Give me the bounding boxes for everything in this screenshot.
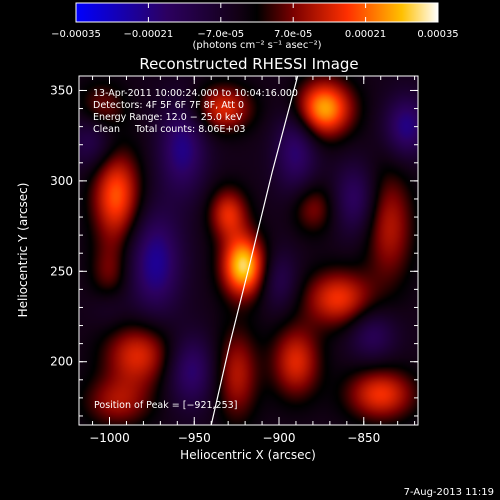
x-tick-label: −900 xyxy=(263,431,296,445)
solar-limb-curve xyxy=(210,76,299,425)
plot-frame xyxy=(78,75,419,426)
x-tick-label: −850 xyxy=(347,431,380,445)
y-tick-label: 250 xyxy=(50,264,73,278)
x-tick-label: −950 xyxy=(178,431,211,445)
peak-position-label: Position of Peak = [−921,253] xyxy=(94,400,237,411)
annotation-time: 13-Apr-2011 10:00:24.000 to 10:04:16.000 xyxy=(93,88,298,99)
annotation-energy: Energy Range: 12.0 − 25.0 keV xyxy=(93,112,243,123)
colorbar-units: (photons cm⁻² s⁻¹ asec⁻²) xyxy=(192,40,321,51)
annotation-detectors: Detectors: 4F 5F 6F 7F 8F, Att 0 xyxy=(93,100,244,111)
annotation-counts: Clean Total counts: 8.06E+03 xyxy=(93,124,245,135)
colorbar-tick-label: −7.0e-05 xyxy=(197,29,244,40)
x-axis-ticks: −1000 −950 −900 −850 xyxy=(89,76,416,445)
colorbar-tick-label: 0.00035 xyxy=(417,29,458,40)
y-tick-label: 350 xyxy=(50,83,73,97)
colorbar-tick-label: 0.00021 xyxy=(345,29,386,40)
colorbar-tick-label: −0.00035 xyxy=(51,29,101,40)
chart-title: Reconstructed RHESSI Image xyxy=(139,55,358,73)
footer-date: 7-Aug-2013 11:19 xyxy=(404,487,494,498)
colorbar-ticks: −0.00035 −0.00021 −7.0e-05 7.0e-05 0.00021 0.… xyxy=(51,3,459,40)
colorbar xyxy=(75,2,439,23)
y-tick-label: 200 xyxy=(50,355,73,369)
colorbar-tick-label: 7.0e-05 xyxy=(274,29,312,40)
heatmap-image xyxy=(79,76,418,425)
y-axis-ticks: 200 250 300 350 xyxy=(50,83,418,417)
x-axis-label: Heliocentric X (arcsec) xyxy=(180,448,316,462)
y-tick-label: 300 xyxy=(50,174,73,188)
x-tick-label: −1000 xyxy=(89,431,130,445)
colorbar-tick-label: −0.00021 xyxy=(124,29,174,40)
y-axis-label: Heliocentric Y (arcsec) xyxy=(16,183,30,318)
